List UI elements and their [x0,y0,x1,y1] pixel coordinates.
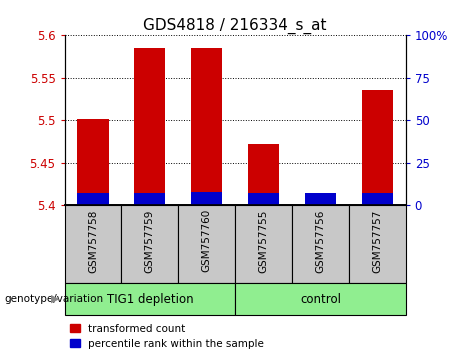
Text: GSM757757: GSM757757 [372,209,382,273]
Bar [134,48,165,205]
Text: genotype/variation: genotype/variation [5,294,104,304]
Bar [65,283,235,315]
Text: control: control [300,293,341,306]
Bar [248,193,279,205]
Bar [191,48,222,205]
Bar [235,205,292,283]
Title: GDS4818 / 216334_s_at: GDS4818 / 216334_s_at [143,18,327,34]
Bar [305,193,336,205]
Bar [361,90,393,205]
Bar [134,193,165,205]
Text: GSM757759: GSM757759 [145,209,155,273]
Text: GSM757755: GSM757755 [259,209,269,273]
Legend: transformed count, percentile rank within the sample: transformed count, percentile rank withi… [70,324,264,349]
Bar [305,201,336,205]
Text: GSM757756: GSM757756 [315,209,325,273]
Bar [292,205,349,283]
Bar [235,283,406,315]
Bar [248,144,279,205]
Bar [361,193,393,205]
Text: ▶: ▶ [52,294,60,304]
Bar [77,193,109,205]
Bar [77,119,109,205]
Bar [65,205,121,283]
Text: TIG1 depletion: TIG1 depletion [106,293,193,306]
Bar [349,205,406,283]
Text: GSM757760: GSM757760 [201,209,212,273]
Bar [121,205,178,283]
Bar [191,192,222,205]
Text: GSM757758: GSM757758 [88,209,98,273]
Bar [178,205,235,283]
